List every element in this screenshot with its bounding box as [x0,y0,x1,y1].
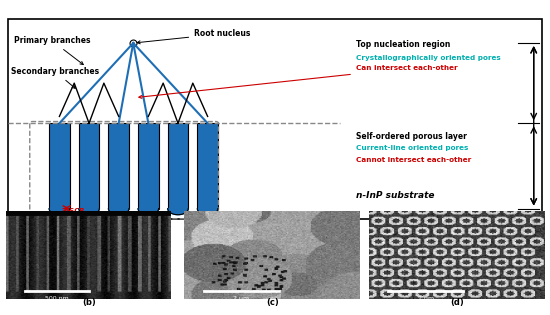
Text: Top nucleation region: Top nucleation region [356,40,450,49]
Bar [197,123,218,209]
Text: Current-line oriented pores: Current-line oriented pores [356,146,468,152]
Text: Self-ordered porous layer: Self-ordered porous layer [356,132,467,141]
Text: 500 nm: 500 nm [45,296,69,301]
Text: Crystallographically oriented pores: Crystallographically oriented pores [356,55,500,61]
Bar [168,123,188,209]
Text: Secondary branches: Secondary branches [11,67,99,88]
FancyBboxPatch shape [8,19,542,219]
Bar [138,123,158,209]
Bar [108,123,129,209]
Bar [79,123,100,209]
Text: Primary branches: Primary branches [14,36,90,65]
Polygon shape [79,209,100,215]
Text: 2 μm: 2 μm [417,296,434,301]
Text: n-InP substrate: n-InP substrate [356,191,434,200]
Polygon shape [138,209,158,215]
Polygon shape [168,209,188,215]
Bar [49,123,70,209]
Text: Cannot intersect each-other: Cannot intersect each-other [356,158,471,163]
Text: 2 SCR: 2 SCR [62,208,85,214]
Text: (c): (c) [267,298,279,307]
Polygon shape [108,209,129,215]
Text: (d): (d) [450,298,464,307]
Polygon shape [49,209,70,215]
Text: 2 μm: 2 μm [233,296,250,301]
Polygon shape [197,209,218,215]
Text: Can intersect each-other: Can intersect each-other [139,65,458,98]
Text: Root nucleus: Root nucleus [137,29,251,44]
Text: (a): (a) [267,227,283,237]
Text: (b): (b) [82,298,96,307]
